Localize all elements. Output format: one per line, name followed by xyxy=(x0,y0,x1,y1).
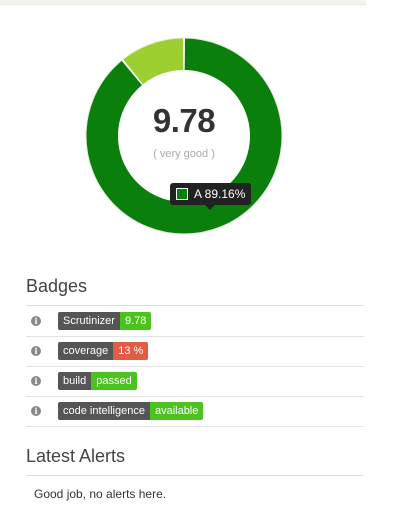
info-icon[interactable]: i xyxy=(31,406,41,416)
badge-row-build: i build passed xyxy=(26,366,364,397)
badge-label: Scrutinizer xyxy=(58,312,120,330)
badge-value: 13 % xyxy=(113,342,149,360)
badge-row-scrutinizer: i Scrutinizer 9.78 xyxy=(26,306,364,337)
tooltip-label: A 89.16% xyxy=(194,187,246,201)
latest-alerts-title: Latest Alerts xyxy=(26,446,126,466)
info-icon[interactable]: i xyxy=(31,316,41,326)
alerts-divider xyxy=(26,475,364,476)
build-badge[interactable]: build passed xyxy=(58,372,137,390)
badge-value: passed xyxy=(91,372,137,390)
badge-row-coverage: i coverage 13 % xyxy=(26,336,364,367)
top-strip xyxy=(0,0,366,5)
chart-tooltip: A 89.16% xyxy=(170,183,252,210)
quality-score: 9.78 xyxy=(152,102,216,139)
quality-donut-chart: 9.78 ( very good ) xyxy=(84,36,284,236)
info-icon[interactable]: i xyxy=(31,376,41,386)
scrutinizer-badge[interactable]: Scrutinizer 9.78 xyxy=(58,312,152,330)
tooltip-swatch-icon xyxy=(176,188,188,200)
badge-value: 9.78 xyxy=(119,312,152,330)
coverage-badge[interactable]: coverage 13 % xyxy=(58,342,149,360)
info-icon[interactable]: i xyxy=(31,346,41,356)
alerts-message: Good job, no alerts here. xyxy=(34,487,167,501)
donut-outline xyxy=(85,37,283,235)
badge-row-code-intelligence: i code intelligence available xyxy=(26,396,364,427)
badge-value: available xyxy=(149,402,204,420)
badges-divider xyxy=(26,305,364,306)
badge-label: coverage xyxy=(58,342,114,360)
code-intelligence-badge[interactable]: code intelligence available xyxy=(58,402,204,420)
badges-title: Badges xyxy=(26,276,88,296)
badge-label: code intelligence xyxy=(58,402,150,420)
badge-label: build xyxy=(58,372,92,390)
quality-rating: ( very good ) xyxy=(153,148,215,160)
